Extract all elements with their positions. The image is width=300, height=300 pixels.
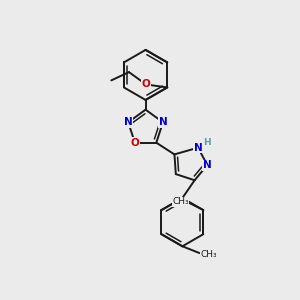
Text: N: N [203,160,212,170]
Text: N: N [194,143,203,153]
Text: CH₃: CH₃ [201,250,217,259]
Text: O: O [142,80,150,89]
Text: CH₃: CH₃ [172,197,189,206]
Text: H: H [203,138,211,147]
Text: N: N [159,117,167,127]
Text: O: O [130,138,139,148]
Text: N: N [124,117,133,127]
